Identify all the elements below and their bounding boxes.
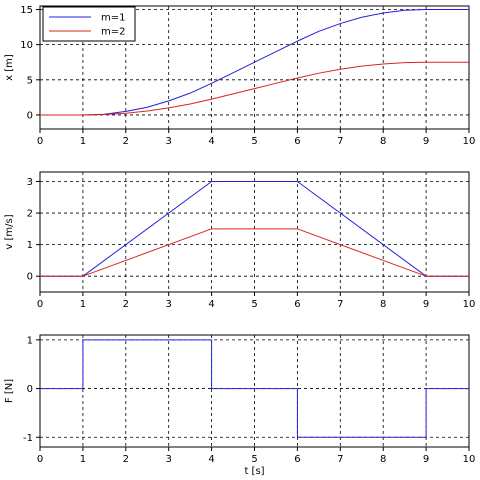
x-tick-label: 0	[37, 454, 43, 465]
legend-box	[42, 6, 136, 42]
x-tick-label: 6	[294, 299, 300, 310]
x-tick-label: 10	[463, 454, 476, 465]
x-tick-label: 10	[463, 136, 476, 147]
y-tick-label: 0	[27, 384, 33, 395]
x-tick-label: 7	[337, 454, 343, 465]
y-axis-label: F [N]	[4, 379, 15, 403]
x-tick-label: 6	[294, 454, 300, 465]
legend-entry: m=2	[101, 27, 125, 38]
x-tick-label: 3	[166, 136, 172, 147]
y-tick-label: 0	[27, 110, 33, 121]
x-tick-label: 1	[80, 299, 86, 310]
x-tick-label: 0	[37, 299, 43, 310]
x-tick-label: 8	[380, 454, 386, 465]
x-tick-label: 9	[423, 454, 429, 465]
y-tick-label: -1	[23, 433, 33, 444]
y-tick-label: 0	[27, 272, 33, 283]
panel-velocity: 0 1 2 3 4 5 6 7 8 9 10 0 1 2 3 v [m/s]	[4, 171, 476, 310]
series-line-m-1	[40, 9, 469, 116]
x-tick-label: 5	[251, 454, 257, 465]
series-line-force-0	[40, 339, 469, 438]
x-tick-label: 4	[208, 299, 214, 310]
y-tick-label: 3	[27, 177, 33, 188]
x-tick-label: 3	[166, 454, 172, 465]
x-tick-label: 8	[380, 299, 386, 310]
x-tick-label: 2	[123, 136, 129, 147]
x-tick-label: 2	[123, 454, 129, 465]
y-axis-label: v [m/s]	[4, 214, 15, 249]
x-tick-label: 5	[251, 299, 257, 310]
x-tick-label: 9	[423, 136, 429, 147]
x-tick-label: 7	[337, 136, 343, 147]
x-tick-label: 3	[166, 299, 172, 310]
y-axis-label: x [m]	[4, 54, 15, 81]
x-tick-label: 7	[337, 299, 343, 310]
series-line-m-2	[40, 61, 469, 116]
x-tick-label: 2	[123, 299, 129, 310]
y-tick-label: 1	[27, 240, 33, 251]
panel-force: 0 1 2 3 4 5 6 7 8 9 10 -1 0 1 F [N] t [s]	[4, 334, 476, 477]
x-tick-label: 1	[80, 454, 86, 465]
x-tick-label: 4	[208, 454, 214, 465]
y-tick-label: 2	[27, 209, 33, 220]
x-tick-label: 4	[208, 136, 214, 147]
x-tick-label: 10	[463, 299, 476, 310]
x-tick-label: 9	[423, 299, 429, 310]
legend: m=1m=2	[42, 6, 136, 42]
x-tick-label: 0	[37, 136, 43, 147]
x-tick-label: 1	[80, 136, 86, 147]
legend-entry: m=1	[101, 13, 125, 24]
x-axis-label: t [s]	[244, 466, 264, 477]
y-tick-label: 1	[27, 335, 33, 346]
x-tick-label: 8	[380, 136, 386, 147]
y-tick-label: 15	[20, 5, 33, 16]
y-tick-label: 10	[20, 40, 33, 51]
series-line-velocity-1	[40, 228, 469, 277]
x-tick-label: 5	[251, 136, 257, 147]
x-tick-label: 6	[294, 136, 300, 147]
y-tick-label: 5	[27, 75, 33, 86]
